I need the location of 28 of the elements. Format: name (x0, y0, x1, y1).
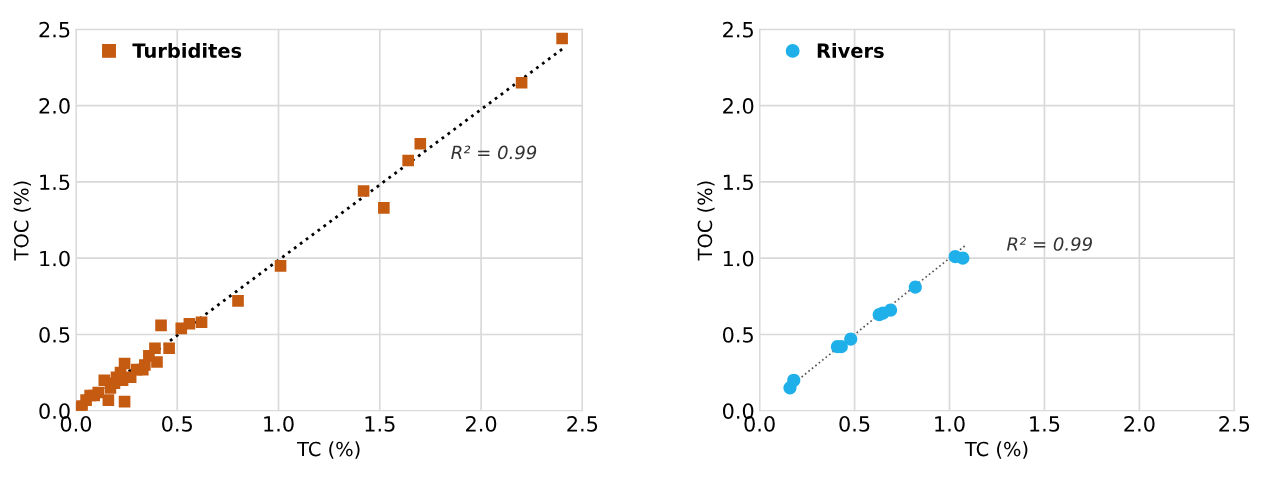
y-axis-title: TOC (%) (697, 181, 715, 261)
legend-label: Rivers (817, 42, 884, 58)
y-tick-label: 2.5 (723, 21, 753, 38)
y-tick-label: 2.0 (39, 98, 70, 114)
x-tick-label: 1.5 (1030, 416, 1060, 432)
x-axis-title: TC (%) (964, 441, 1028, 459)
legend-label: Turbidites (132, 42, 242, 58)
x-tick-label: 1.0 (935, 415, 965, 432)
y-tick-label: 1.5 (723, 174, 753, 191)
y-axis-title: TOC (%) (13, 181, 31, 261)
x-tick-label: 2.5 (567, 415, 598, 432)
x-tick-label: 0.5 (839, 415, 870, 432)
y-tick-label: 2.0 (723, 98, 754, 114)
y-tick-label: 0.5 (722, 326, 753, 343)
y-tick-label: 0.5 (39, 326, 70, 343)
annotation: R² = 0.99 (451, 145, 537, 160)
annotation: R² = 0.99 (1006, 237, 1092, 251)
x-axis-title: TC (%) (297, 441, 360, 459)
x-tick-label: 0.5 (162, 415, 192, 432)
x-tick-label: 1.0 (264, 415, 294, 432)
y-tick-label: 1.0 (723, 250, 754, 267)
x-tick-label: 2.5 (1219, 415, 1250, 432)
y-tick-label: 1.0 (40, 250, 70, 267)
x-tick-label: 2.0 (466, 415, 497, 432)
x-tick-label: 1.5 (365, 416, 395, 432)
x-tick-label: 2.0 (1124, 415, 1155, 432)
y-tick-label: 2.5 (39, 21, 70, 38)
y-tick-label: 1.5 (40, 174, 70, 191)
